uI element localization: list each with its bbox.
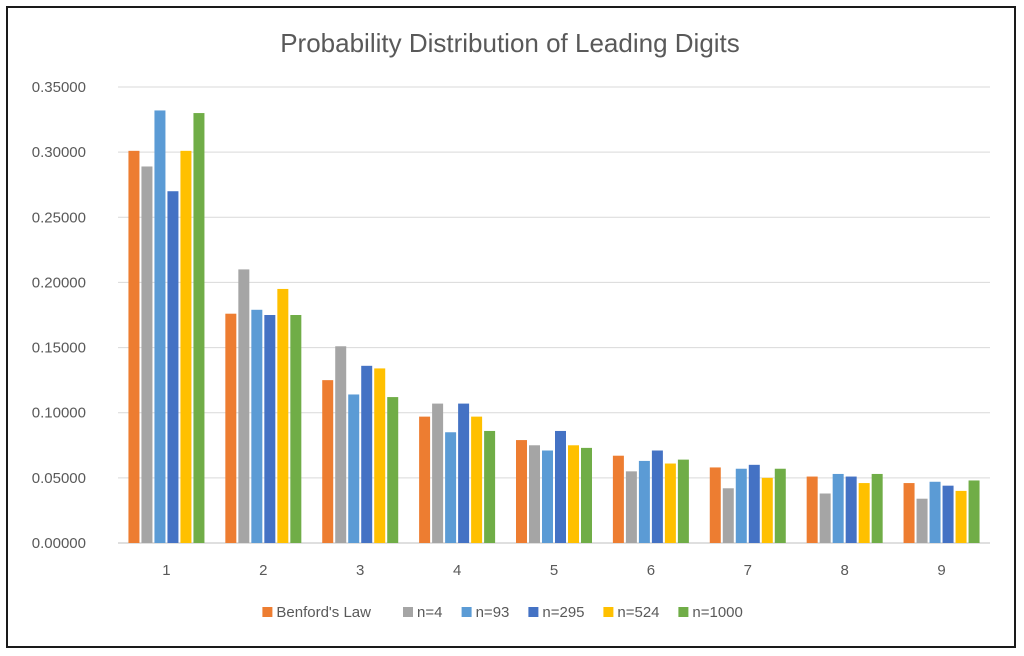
x-tick-label: 5 bbox=[550, 562, 558, 579]
bar-n-1000-1 bbox=[193, 113, 205, 544]
bar-benford-s-law-9 bbox=[903, 483, 915, 543]
bar-n-93-1 bbox=[154, 110, 166, 544]
x-tick-label: 8 bbox=[840, 562, 848, 579]
bar-benford-s-law-5 bbox=[516, 440, 527, 543]
bar-n-524-6 bbox=[664, 463, 676, 543]
bar-n-295-2 bbox=[264, 315, 276, 543]
bar-n-295-4 bbox=[458, 403, 470, 543]
bar-n-524-9 bbox=[955, 490, 967, 543]
legend-label: n=295 bbox=[542, 604, 584, 621]
bar-n-4-9 bbox=[916, 498, 928, 543]
bar-n-93-4 bbox=[445, 432, 457, 543]
bar-n-4-3 bbox=[335, 346, 347, 543]
x-axis-ticks: 1 2 3 4 5 6 7 8 9 bbox=[162, 562, 945, 579]
legend-swatch bbox=[603, 607, 614, 617]
y-tick-label: 0.25000 bbox=[32, 209, 86, 226]
bar-n-295-8 bbox=[845, 476, 857, 543]
bar-n-4-6 bbox=[625, 471, 637, 543]
bar-n-93-3 bbox=[348, 394, 360, 543]
bar-n-93-2 bbox=[251, 309, 263, 543]
x-tick-label: 2 bbox=[259, 562, 267, 579]
legend-swatch bbox=[262, 607, 273, 617]
legend-label: n=1000 bbox=[692, 604, 742, 621]
x-tick-label: 3 bbox=[356, 562, 364, 579]
bar-n-4-7 bbox=[722, 488, 734, 543]
x-tick-label: 9 bbox=[937, 562, 945, 579]
y-tick-label: 0.15000 bbox=[32, 340, 86, 357]
bar-benford-s-law-3 bbox=[322, 380, 334, 543]
y-tick-label: 0.05000 bbox=[32, 470, 86, 487]
bar-n-4-1 bbox=[141, 166, 153, 543]
bar-n-524-4 bbox=[471, 416, 483, 543]
bar-n-524-8 bbox=[858, 483, 870, 543]
bar-n-295-7 bbox=[748, 464, 760, 543]
bar-n-524-5 bbox=[568, 445, 579, 543]
x-tick-label: 7 bbox=[744, 562, 752, 579]
y-axis-ticks: 0.00000 0.05000 0.10000 0.15000 0.20000 0.250… bbox=[32, 79, 86, 552]
bar-n-524-3 bbox=[374, 368, 386, 543]
x-tick-label: 6 bbox=[647, 562, 655, 579]
bar-n-93-9 bbox=[929, 481, 941, 543]
bars bbox=[128, 110, 980, 544]
bar-n-93-7 bbox=[735, 468, 747, 543]
x-tick-label: 1 bbox=[162, 562, 170, 579]
legend-swatch bbox=[461, 607, 472, 617]
bar-n-1000-6 bbox=[677, 459, 689, 543]
legend-label: Benford's Law bbox=[276, 604, 371, 621]
legend-swatch bbox=[528, 607, 539, 617]
legend-label: n=4 bbox=[417, 604, 442, 621]
bar-n-295-5 bbox=[555, 430, 566, 543]
y-tick-label: 0.00000 bbox=[32, 535, 86, 552]
bar-n-1000-7 bbox=[774, 468, 786, 543]
bar-n-93-6 bbox=[638, 460, 650, 543]
x-tick-label: 4 bbox=[453, 562, 461, 579]
bar-n-1000-5 bbox=[581, 447, 592, 543]
bar-n-1000-8 bbox=[871, 473, 883, 543]
gridlines bbox=[118, 86, 990, 544]
y-tick-label: 0.20000 bbox=[32, 274, 86, 291]
bar-n-524-2 bbox=[277, 288, 289, 543]
y-tick-label: 0.35000 bbox=[32, 79, 86, 96]
bar-n-524-7 bbox=[761, 477, 773, 543]
bar-n-295-3 bbox=[361, 365, 373, 543]
bar-n-1000-3 bbox=[387, 397, 399, 543]
bar-n-4-5 bbox=[529, 445, 540, 543]
bar-n-4-4 bbox=[432, 403, 444, 543]
legend-label: n=524 bbox=[617, 604, 659, 621]
bar-n-295-9 bbox=[942, 485, 954, 543]
legend: Benford's Law n=4 n=93 n=295 n=524 n=1000 bbox=[262, 604, 743, 621]
bar-n-93-8 bbox=[832, 473, 844, 543]
bar-n-4-8 bbox=[819, 493, 831, 543]
bar-n-524-1 bbox=[180, 150, 192, 543]
legend-swatch bbox=[678, 607, 689, 617]
chart-title: Probability Distribution of Leading Digi… bbox=[280, 28, 740, 58]
bar-benford-s-law-6 bbox=[612, 455, 624, 543]
bar-n-295-1 bbox=[167, 191, 179, 543]
y-tick-label: 0.30000 bbox=[32, 144, 86, 161]
bar-n-1000-2 bbox=[290, 315, 302, 543]
bar-n-1000-4 bbox=[484, 430, 496, 543]
bar-n-295-6 bbox=[651, 450, 663, 543]
bar-benford-s-law-4 bbox=[419, 416, 431, 543]
bar-benford-s-law-7 bbox=[709, 467, 721, 543]
legend-label: n=93 bbox=[476, 604, 510, 621]
y-tick-label: 0.10000 bbox=[32, 405, 86, 422]
bar-n-1000-9 bbox=[968, 480, 980, 543]
bar-n-93-5 bbox=[542, 450, 553, 543]
bar-benford-s-law-8 bbox=[806, 476, 818, 543]
bar-benford-s-law-2 bbox=[225, 313, 237, 543]
bar-n-4-2 bbox=[238, 269, 250, 543]
legend-swatch bbox=[403, 607, 413, 617]
bar-benford-s-law-1 bbox=[128, 150, 140, 543]
